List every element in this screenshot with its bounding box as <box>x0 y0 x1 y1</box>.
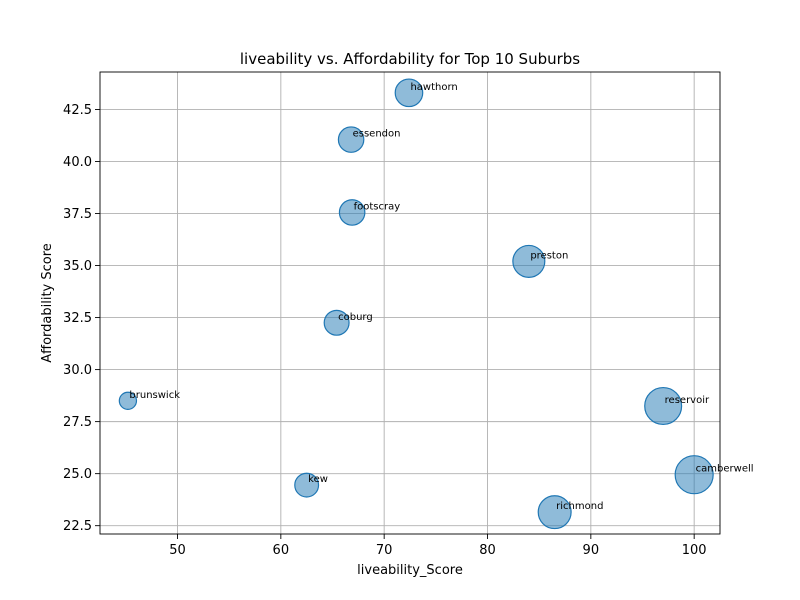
chart-title: liveability vs. Affordability for Top 10… <box>240 50 580 68</box>
x-tick-label: 50 <box>169 543 186 558</box>
point-label: coburg <box>338 312 373 323</box>
scatter-point <box>394 78 424 108</box>
points-layer: hawthorn essendon footscray preston coburg br… <box>118 78 754 530</box>
x-axis-label: liveability_Score <box>357 563 463 578</box>
point-label: footscray <box>354 201 401 212</box>
point-label: brunswick <box>129 390 180 401</box>
scatter-point <box>512 244 546 278</box>
point-label: essendon <box>353 129 401 140</box>
plot-frame <box>99 71 721 535</box>
point-label: reservoir <box>665 395 710 406</box>
point-label: kew <box>308 474 328 485</box>
x-tick-label: 60 <box>273 543 290 558</box>
y-tick-label: 22.5 <box>63 519 92 534</box>
scatter-point <box>644 386 683 426</box>
ticks-layer: 50 60 70 80 90 100 22.5 25.0 27.5 30.0 32.5 35.0 37.… <box>63 103 707 558</box>
x-tick-label: 90 <box>583 543 600 558</box>
y-tick-label: 42.5 <box>63 103 92 118</box>
y-tick-label: 35.0 <box>63 259 92 274</box>
point-label: hawthorn <box>410 82 457 93</box>
point-label: preston <box>530 250 568 261</box>
x-tick-label: 100 <box>682 543 707 558</box>
scatter-point <box>323 309 350 336</box>
grid-layer <box>100 72 720 534</box>
point-label: camberwell <box>696 464 754 475</box>
y-tick-label: 37.5 <box>63 207 92 222</box>
scatter-point <box>674 455 714 495</box>
scatter-point <box>537 495 572 530</box>
y-tick-label: 27.5 <box>63 415 92 430</box>
y-tick-label: 40.0 <box>63 155 92 170</box>
scatter-point <box>294 472 320 498</box>
y-tick-label: 32.5 <box>63 311 92 326</box>
x-tick-label: 70 <box>376 543 393 558</box>
point-label: richmond <box>556 501 603 512</box>
scatter-point <box>337 126 365 153</box>
x-tick-label: 80 <box>479 543 496 558</box>
y-tick-label: 30.0 <box>63 363 92 378</box>
y-axis-label: Affordability Score <box>40 243 55 363</box>
y-tick-label: 25.0 <box>63 467 92 482</box>
scatter-point <box>118 391 138 410</box>
scatter-point <box>338 199 366 226</box>
